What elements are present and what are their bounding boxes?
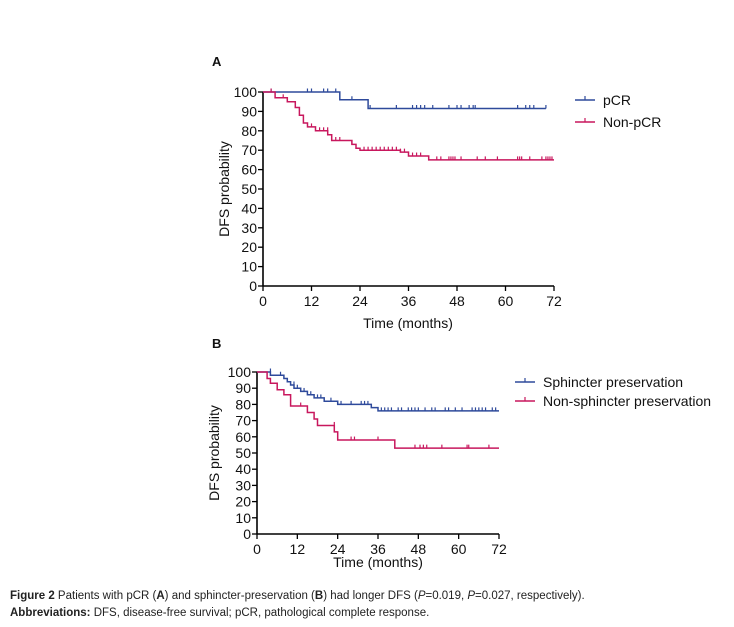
survival-curve-sphincter-preservation xyxy=(257,371,499,412)
abbreviations-text: DFS, disease-free survival; pCR, patholo… xyxy=(90,607,430,619)
y-tick-label: 80 xyxy=(235,396,251,412)
x-tick-label: 36 xyxy=(401,293,417,309)
caption-text-5: =0.027, respectively). xyxy=(475,590,585,602)
y-tick-label: 60 xyxy=(235,429,251,445)
y-tick-label: 100 xyxy=(234,84,258,100)
x-tick-label: 48 xyxy=(411,541,427,557)
x-tick-label: 24 xyxy=(330,541,346,557)
figure-canvas: A DFS probability Time (months) 01020304… xyxy=(206,54,711,570)
y-tick-label: 10 xyxy=(235,510,251,526)
x-tick-label: 12 xyxy=(304,293,320,309)
panel-label-a: A xyxy=(212,54,222,69)
y-tick-label: 20 xyxy=(241,239,257,255)
y-tick-label: 20 xyxy=(235,494,251,510)
y-tick-label: 60 xyxy=(241,162,257,178)
legend-item: pCR xyxy=(575,92,631,108)
survival-curve-pcr xyxy=(263,91,546,110)
y-tick-label: 90 xyxy=(235,380,251,396)
x-tick-label: 48 xyxy=(449,293,465,309)
figure-label: Figure 2 xyxy=(10,590,55,602)
panel-label-b: B xyxy=(212,336,221,351)
caption-p-1: P xyxy=(417,590,426,602)
panel-b-km-chart: B DFS probability Time (months) 01020304… xyxy=(206,336,711,570)
y-tick-label: 90 xyxy=(241,103,257,119)
legend-label: Non-sphincter preservation xyxy=(543,393,711,409)
y-tick-label: 0 xyxy=(249,278,257,294)
x-tick-label: 72 xyxy=(546,293,562,309)
survival-curve-non-pcr xyxy=(263,91,554,161)
abbreviations-label: Abbreviations: xyxy=(10,607,91,619)
y-axis-label-a: DFS probability xyxy=(216,141,232,237)
x-tick-label: 36 xyxy=(370,541,386,557)
y-tick-label: 10 xyxy=(241,259,257,275)
x-tick-label: 24 xyxy=(352,293,368,309)
y-tick-label: 30 xyxy=(241,220,257,236)
y-tick-label: 0 xyxy=(243,526,251,542)
caption-bold-a: A xyxy=(156,590,165,602)
y-tick-label: 50 xyxy=(235,445,251,461)
x-tick-label: 0 xyxy=(259,293,267,309)
legend-label: pCR xyxy=(603,92,631,108)
y-tick-label: 70 xyxy=(235,413,251,429)
legend-item: Non-pCR xyxy=(575,114,661,130)
y-tick-label: 40 xyxy=(241,200,257,216)
x-axis-label-a: Time (months) xyxy=(363,315,453,331)
y-tick-label: 30 xyxy=(235,477,251,493)
y-axis-label-b: DFS probability xyxy=(206,405,222,501)
y-tick-label: 70 xyxy=(241,142,257,158)
caption-bold-b: B xyxy=(314,590,324,602)
y-tick-label: 100 xyxy=(228,364,252,380)
y-tick-label: 80 xyxy=(241,123,257,139)
caption-text-1: Patients with pCR ( xyxy=(54,590,157,602)
survival-curve-non-sphincter-preservation xyxy=(257,371,499,449)
legend-label: Non-pCR xyxy=(603,114,661,130)
x-tick-label: 0 xyxy=(253,541,261,557)
caption-p-2: P xyxy=(467,590,476,602)
x-tick-label: 12 xyxy=(290,541,306,557)
x-axis-label-b: Time (months) xyxy=(333,554,423,570)
caption-text-2: ) and sphincter-preservation ( xyxy=(164,590,315,602)
legend-item: Sphincter preservation xyxy=(515,374,683,390)
caption-line-2: Abbreviations: DFS, disease-free surviva… xyxy=(10,605,585,622)
figure-caption: Figure 2 Patients with pCR (A) and sphin… xyxy=(10,588,585,622)
legend-label: Sphincter preservation xyxy=(543,374,683,390)
panel-a-km-chart: A DFS probability Time (months) 0 10 20 30 4… xyxy=(212,54,661,331)
caption-text-4: =0.019, xyxy=(425,590,468,602)
caption-line-1: Figure 2 Patients with pCR (A) and sphin… xyxy=(10,588,585,605)
legend-item: Non-sphincter preservation xyxy=(515,393,711,409)
x-tick-label: 60 xyxy=(451,541,467,557)
caption-text-3: ) had longer DFS ( xyxy=(323,590,418,602)
y-tick-label: 50 xyxy=(241,181,257,197)
y-tick-label: 40 xyxy=(235,461,251,477)
x-tick-label: 60 xyxy=(498,293,514,309)
x-tick-label: 72 xyxy=(491,541,507,557)
